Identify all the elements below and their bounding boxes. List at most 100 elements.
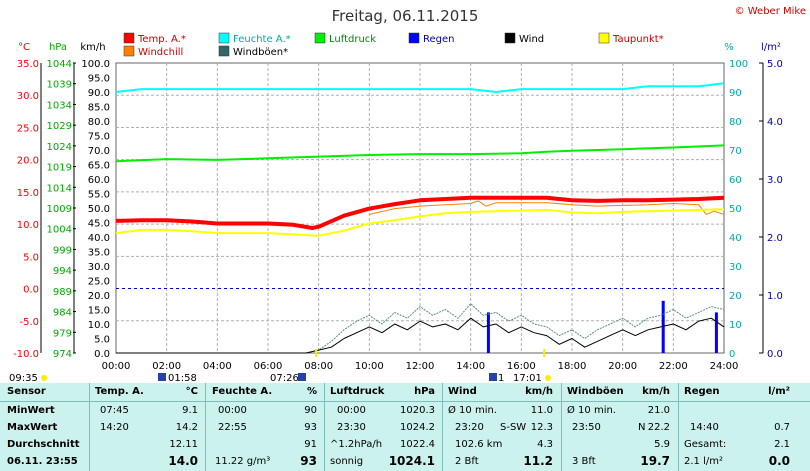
x-tick-label: 06:00 [254, 361, 283, 372]
pressure-tick-label: 1039 [47, 80, 72, 91]
rain-total-label: Gesamt: [684, 439, 727, 450]
wind-axis-label: km/h [80, 42, 105, 53]
wind-tick-label: 10.0 [88, 320, 110, 331]
humidity-time: 00:00 [218, 405, 247, 416]
gust-value: 22.2 [647, 422, 670, 433]
moon-icon [158, 373, 166, 381]
wind-tick-label: 85.0 [88, 103, 110, 114]
stats-row-min: MinWert 07:45 9.1 00:00 90 00:00 1020.3 … [0, 402, 810, 419]
stats-row-current: 06.11. 23:55 14.0 11.22 g/m³ 93 sonnig 1… [0, 453, 810, 470]
legend-swatch [218, 32, 230, 44]
humidity-tick-label: 70 [729, 146, 742, 157]
rain-tick-label: 1.0 [767, 291, 783, 302]
legend-label: Windböen* [233, 47, 288, 58]
pressure-value: 1022.4 [400, 439, 435, 450]
x-tick-label: 20:00 [608, 361, 637, 372]
wind-time: Ø 10 min. [448, 405, 497, 416]
wind-distance: 102.6 km [455, 439, 503, 450]
temp-tick-label: 5.0 [23, 252, 39, 263]
sunset-time: 17:01 [513, 373, 542, 383]
x-tick-label: 22:00 [659, 361, 688, 372]
header-wind: Wind [448, 386, 477, 397]
temp-value: 14.2 [175, 422, 198, 433]
header-pressure-unit: hPa [414, 386, 435, 397]
humidity-tick-label: 100 [729, 59, 748, 70]
temp-tick-label: -10.0 [13, 349, 39, 360]
pressure-tick-label: 1004 [47, 225, 72, 236]
column-divider [205, 383, 206, 471]
pressure-tick-label: 984 [53, 308, 72, 319]
wind-tick-label: 75.0 [88, 132, 110, 143]
pressure-value: 1024.1 [388, 454, 435, 468]
header-temp-unit: °C [185, 386, 198, 397]
wind-tick-label: 80.0 [88, 117, 110, 128]
legend-label: Luftdruck [329, 34, 376, 45]
pressure-axis-label: hPa [49, 42, 67, 53]
humidity-tick-label: 40 [729, 233, 742, 244]
header-humidity: Feuchte A. [212, 386, 273, 397]
series-layer [115, 82, 725, 357]
x-tick-label: 04:00 [203, 361, 232, 372]
header-rain: Regen [684, 386, 720, 397]
wind-tick-label: 45.0 [88, 219, 110, 230]
absolute-humidity: 11.22 g/m³ [215, 456, 271, 467]
rain-bar [486, 312, 490, 353]
rain-bar [661, 300, 665, 353]
series-line-luftdruck [115, 144, 725, 163]
wind-tick-label: 40.0 [88, 233, 110, 244]
column-divider [324, 383, 325, 471]
wind-value: 11.0 [530, 405, 553, 416]
humidity-tick-label: 50 [729, 204, 742, 215]
wind-value: 11.2 [523, 454, 553, 468]
humidity-value: 93 [300, 454, 317, 468]
wind-tick-label: 20.0 [88, 291, 110, 302]
wind-tick-label: 35.0 [88, 248, 110, 259]
moon-extra-text: 1 [498, 373, 504, 383]
temp-tick-label: -5.0 [19, 317, 39, 328]
pressure-tick-label: 979 [53, 328, 72, 339]
column-divider [89, 383, 90, 471]
humidity-tick-label: 10 [729, 320, 742, 331]
x-tick-label: 24:00 [710, 361, 739, 372]
wind-tick-label: 55.0 [88, 190, 110, 201]
pressure-time: 00:00 [337, 405, 366, 416]
temp-value: 9.1 [182, 405, 198, 416]
rain-axis-label: l/m² [761, 42, 781, 53]
pressure-tick-label: 989 [53, 287, 72, 298]
gust-value: 21.0 [647, 405, 670, 416]
series-line-temp-a [115, 195, 725, 230]
humidity-value: 91 [304, 439, 317, 450]
gust-time: 23:50 [572, 422, 601, 433]
humidity-tick-label: 30 [729, 262, 742, 273]
column-divider [561, 383, 562, 471]
header-wind-unit: km/h [525, 386, 553, 397]
header-gust-unit: km/h [642, 386, 670, 397]
legend-label: Feuchte A.* [233, 34, 291, 45]
temp-axis-label: °C [18, 42, 30, 53]
temp-value: 12.11 [169, 439, 198, 450]
pressure-tick-label: 999 [53, 245, 72, 256]
sun-moon-bar: 09:35 01:58 07:26 1 17:01 [9, 373, 551, 383]
legend-label: Regen [423, 34, 455, 45]
series-line-wind [116, 317, 725, 354]
humidity-tick-label: 0 [729, 349, 735, 360]
humidity-value: 90 [304, 405, 317, 416]
pressure-tick-label: 1014 [47, 183, 72, 194]
pressure-tick-label: 1019 [47, 163, 72, 174]
legend-label: Taupunkt* [612, 34, 664, 45]
rain-tick-label: 3.0 [767, 175, 783, 186]
x-tick-label: 16:00 [507, 361, 536, 372]
series-line-windchill [369, 200, 725, 215]
temp-time: 14:20 [100, 422, 129, 433]
row-label: MaxWert [7, 422, 58, 433]
temp-time: 07:45 [100, 405, 129, 416]
header-humidity-unit: % [306, 386, 317, 397]
rain-tick-label: 2.0 [767, 233, 783, 244]
rain-time: 14:40 [690, 422, 719, 433]
stats-row-max: MaxWert 14:20 14.2 22:55 93 23:30 1024.2… [0, 419, 810, 436]
header-gust: Windböen [567, 386, 624, 397]
series-line-windb-en [116, 303, 725, 354]
header-rain-unit: l/m² [768, 386, 790, 397]
pressure-value: 1024.2 [400, 422, 435, 433]
pressure-tick-label: 1034 [47, 100, 72, 111]
